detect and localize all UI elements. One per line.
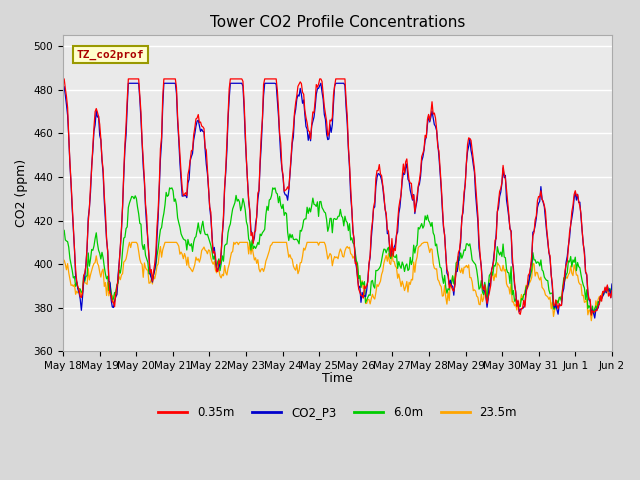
23.5m [292, 267, 300, 273]
0.35m [393, 233, 401, 239]
0.35m [608, 288, 616, 293]
23.5m [608, 282, 616, 288]
6.0m [394, 265, 401, 271]
23.5m [125, 240, 133, 245]
6.0m [166, 185, 173, 191]
X-axis label: Time: Time [322, 372, 353, 385]
23.5m [588, 318, 595, 324]
CO2_P3 [125, 80, 132, 86]
Line: CO2_P3: CO2_P3 [63, 83, 612, 318]
CO2_P3 [367, 235, 375, 241]
Y-axis label: CO2 (ppm): CO2 (ppm) [15, 159, 28, 228]
Line: 0.35m: 0.35m [63, 79, 612, 315]
CO2_P3 [231, 80, 239, 86]
6.0m [464, 241, 472, 247]
6.0m [367, 278, 375, 284]
0.35m [230, 76, 237, 82]
0.35m [59, 76, 67, 82]
23.5m [231, 241, 239, 247]
6.0m [559, 285, 566, 290]
CO2_P3 [59, 86, 67, 92]
23.5m [464, 265, 472, 271]
23.5m [59, 257, 67, 263]
6.0m [231, 200, 239, 205]
6.0m [292, 236, 300, 242]
Text: TZ_co2prof: TZ_co2prof [77, 49, 144, 60]
0.35m [588, 312, 595, 318]
23.5m [367, 296, 375, 301]
Line: 6.0m: 6.0m [63, 188, 612, 314]
0.35m [291, 110, 298, 116]
0.35m [366, 252, 374, 258]
CO2_P3 [591, 315, 598, 321]
Legend: 0.35m, CO2_P3, 6.0m, 23.5m: 0.35m, CO2_P3, 6.0m, 23.5m [153, 401, 522, 424]
0.35m [557, 302, 565, 308]
23.5m [394, 276, 401, 281]
CO2_P3 [394, 229, 401, 235]
0.35m [463, 160, 470, 166]
23.5m [559, 286, 566, 291]
CO2_P3 [559, 289, 566, 295]
Line: 23.5m: 23.5m [63, 242, 612, 321]
6.0m [59, 228, 67, 234]
Title: Tower CO2 Profile Concentrations: Tower CO2 Profile Concentrations [210, 15, 465, 30]
CO2_P3 [608, 281, 616, 287]
CO2_P3 [464, 149, 472, 155]
6.0m [588, 312, 595, 317]
CO2_P3 [292, 107, 300, 112]
6.0m [608, 283, 616, 289]
